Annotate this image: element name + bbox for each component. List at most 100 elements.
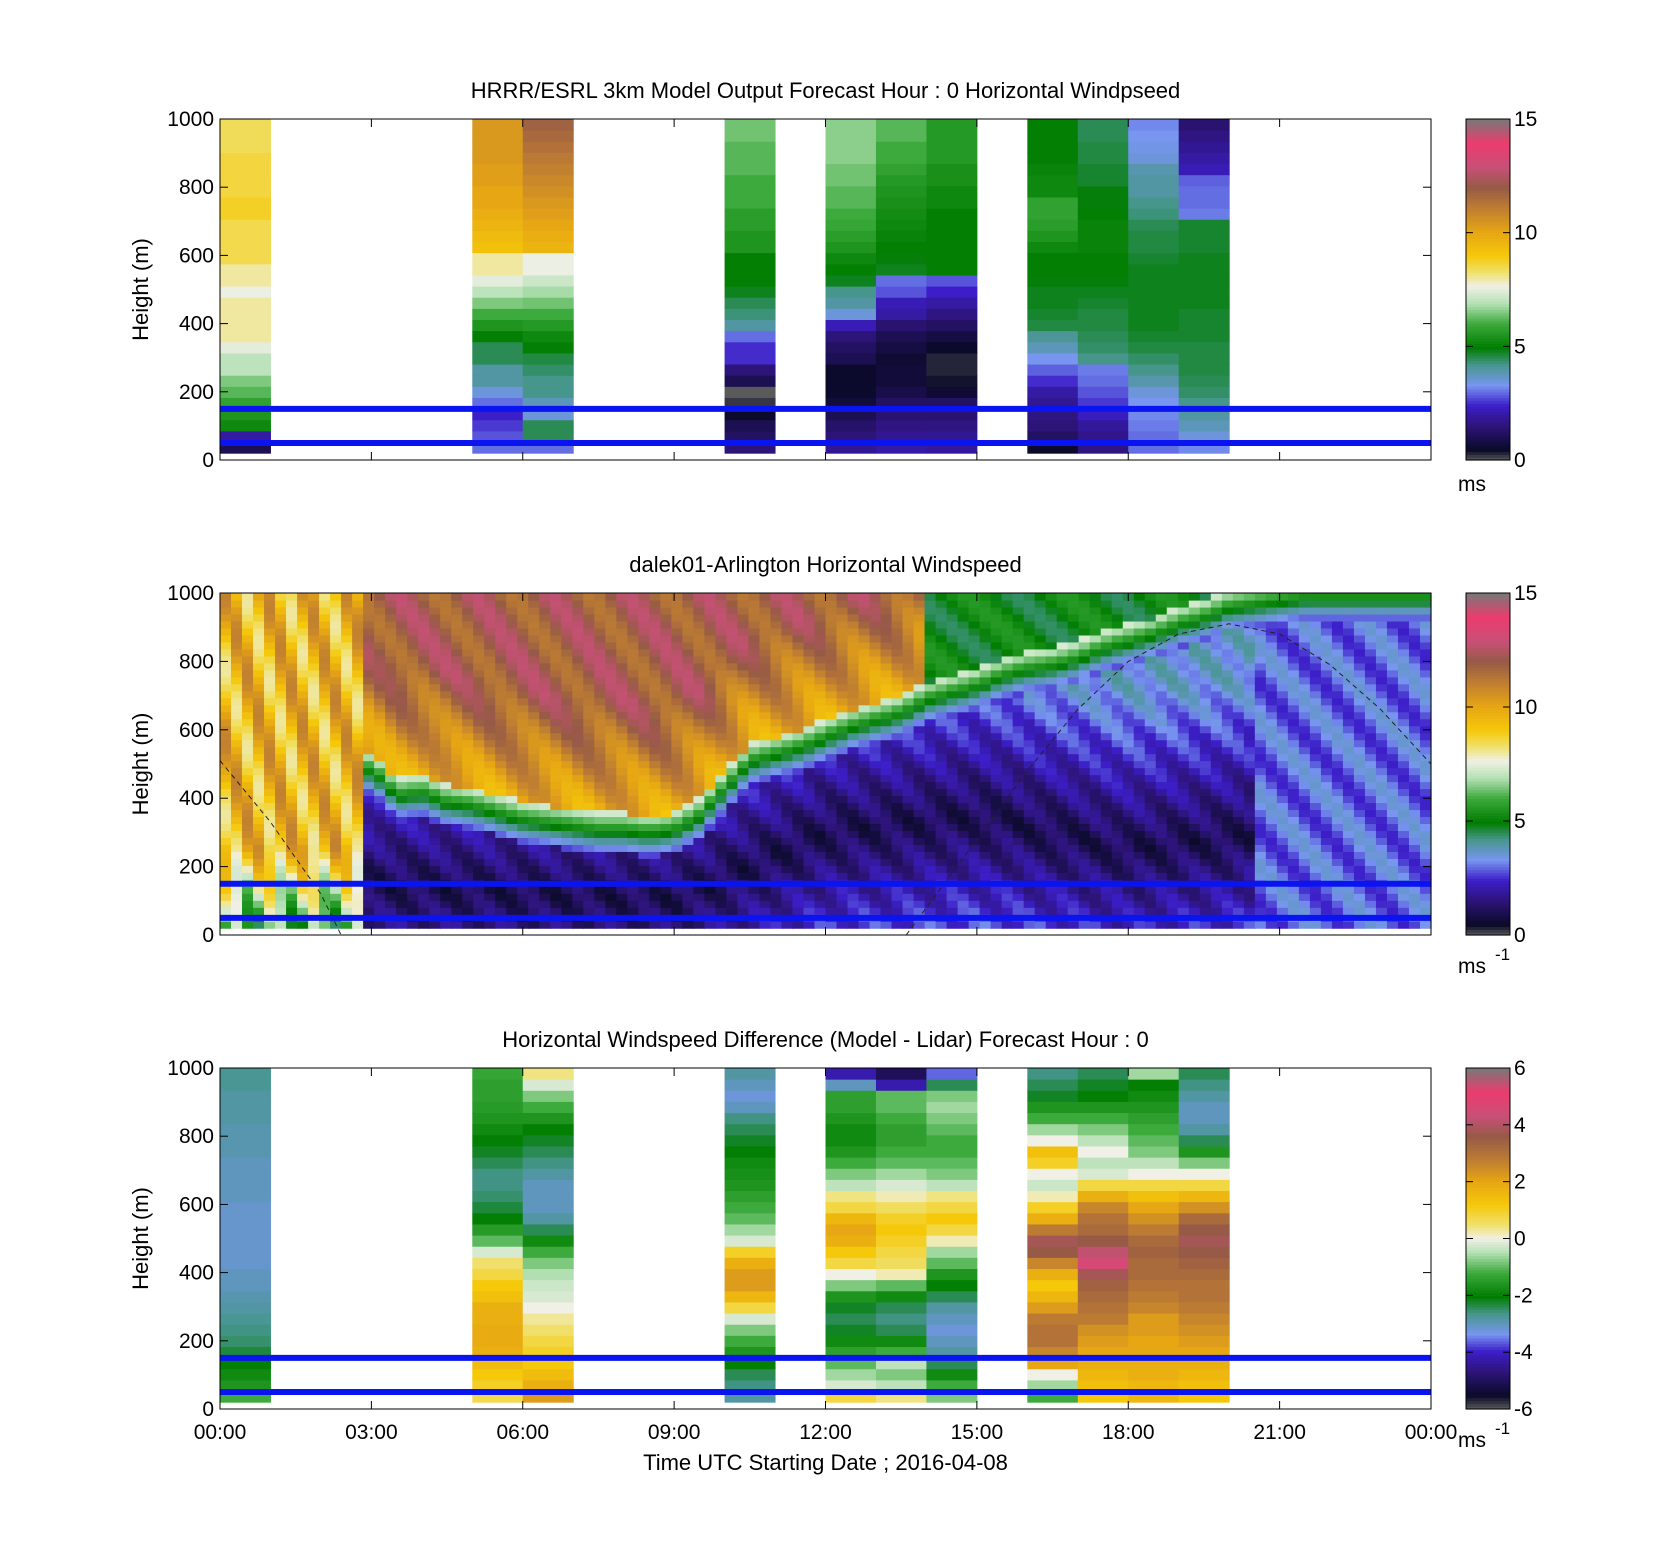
- heatmap-cell: [374, 767, 386, 776]
- heatmap-cell: [770, 844, 783, 852]
- heatmap-cell: [803, 676, 816, 685]
- heatmap-cell: [539, 795, 551, 804]
- heatmap-cell: [913, 739, 926, 748]
- heatmap-cell: [1023, 760, 1036, 769]
- heatmap-cell: [539, 634, 551, 643]
- heatmap-cell: [1155, 662, 1168, 671]
- heatmap-cell: [946, 816, 959, 825]
- heatmap-cell: [1001, 669, 1014, 678]
- heatmap-cell: [1056, 732, 1069, 741]
- heatmap-cell: [528, 907, 540, 915]
- heatmap-cell: [792, 823, 805, 831]
- heatmap-cell: [836, 802, 849, 811]
- heatmap-cell: [1243, 809, 1256, 818]
- heatmap-cell: [275, 606, 287, 615]
- heatmap-cell: [671, 613, 683, 622]
- heatmap-cell: [528, 655, 540, 664]
- heatmap-cell: [440, 788, 452, 797]
- heatmap-cell: [220, 781, 232, 790]
- heatmap-cell: [649, 851, 661, 859]
- heatmap-cell: [869, 593, 882, 601]
- heatmap-cell: [396, 627, 408, 636]
- heatmap-cell: [583, 648, 595, 657]
- heatmap-cell: [825, 634, 838, 643]
- heatmap-cell: [605, 620, 617, 629]
- heatmap-cell: [935, 830, 948, 838]
- heatmap-cell: [858, 921, 871, 929]
- heatmap-cell: [451, 704, 463, 713]
- heatmap-cell: [440, 844, 452, 852]
- heatmap-cell: [935, 676, 948, 685]
- heatmap-cell: [374, 788, 386, 797]
- heatmap-cell: [1078, 690, 1091, 699]
- heatmap-cell: [825, 669, 838, 678]
- heatmap-cell: [308, 697, 320, 706]
- heatmap-cell: [1177, 760, 1190, 769]
- heatmap-cell: [704, 872, 717, 880]
- heatmap-cell: [715, 816, 728, 825]
- heatmap-cell: [429, 627, 441, 636]
- heatmap-cell: [605, 858, 617, 866]
- heatmap-cell: [1128, 274, 1180, 287]
- heatmap-cell: [539, 767, 551, 776]
- heatmap-cell: [407, 823, 419, 831]
- heatmap-cell: [759, 816, 772, 825]
- heatmap-cell: [594, 921, 606, 929]
- heatmap-cell: [572, 593, 584, 601]
- heatmap-cell: [649, 669, 661, 678]
- colorbar-swatch: [1466, 354, 1510, 359]
- heatmap-cell: [726, 746, 739, 755]
- heatmap-cell: [847, 809, 860, 818]
- heatmap-cell: [319, 634, 331, 643]
- heatmap-cell: [979, 627, 992, 636]
- heatmap-cell: [495, 711, 507, 720]
- heatmap-cell: [858, 830, 871, 838]
- heatmap-cell: [1100, 634, 1113, 643]
- heatmap-cell: [473, 760, 485, 769]
- heatmap-cell: [462, 593, 474, 601]
- heatmap-cell: [1188, 732, 1201, 741]
- heatmap-cell: [1155, 872, 1168, 880]
- heatmap-cell: [473, 606, 485, 615]
- heatmap-cell: [1034, 851, 1047, 859]
- heatmap-cell: [253, 676, 265, 685]
- heatmap-cell: [990, 641, 1003, 650]
- heatmap-cell: [1012, 753, 1025, 762]
- heatmap-cell: [825, 788, 838, 797]
- heatmap-cell: [869, 662, 882, 671]
- heatmap-cell: [341, 837, 353, 845]
- heatmap-cell: [1144, 690, 1157, 699]
- heatmap-cell: [407, 774, 419, 783]
- heatmap-cell: [396, 844, 408, 852]
- heatmap-cell: [253, 872, 265, 880]
- heatmap-cell: [473, 655, 485, 664]
- heatmap-cell: [473, 921, 485, 929]
- heatmap-cell: [979, 704, 992, 713]
- heatmap-cell: [407, 872, 419, 880]
- heatmap-cell: [330, 893, 342, 901]
- colorbar-swatch: [1466, 224, 1510, 228]
- heatmap-cell: [715, 921, 728, 929]
- heatmap-cell: [1177, 907, 1190, 915]
- heatmap-cell: [1199, 865, 1212, 873]
- heatmap-cell: [1067, 704, 1080, 713]
- heatmap-cell: [561, 613, 573, 622]
- heatmap-cell: [1177, 830, 1190, 838]
- heatmap-cell: [341, 872, 353, 880]
- heatmap-cell: [1221, 627, 1234, 636]
- heatmap-cell: [429, 725, 441, 734]
- heatmap-cell: [924, 739, 937, 748]
- heatmap-cell: [704, 676, 717, 685]
- heatmap-cell: [341, 809, 353, 818]
- heatmap-cell: [1034, 858, 1047, 866]
- heatmap-cell: [913, 697, 926, 706]
- heatmap-cell: [319, 823, 331, 831]
- heatmap-cell: [616, 753, 628, 762]
- heatmap-cell: [286, 704, 298, 713]
- heatmap-cell: [429, 606, 441, 615]
- heatmap-cell: [1133, 851, 1146, 859]
- heatmap-cell: [825, 837, 838, 845]
- heatmap-cell: [1166, 893, 1179, 901]
- heatmap-cell: [946, 802, 959, 811]
- heatmap-cell: [1243, 844, 1256, 852]
